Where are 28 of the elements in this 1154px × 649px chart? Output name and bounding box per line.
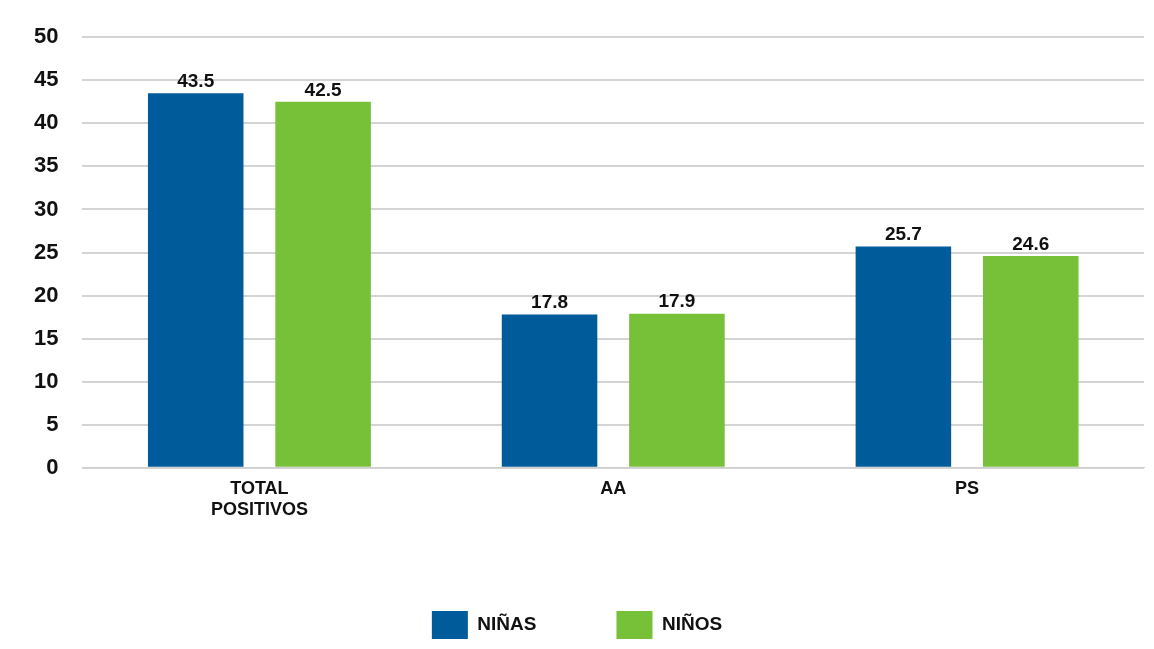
y-tick-label: 15 [33, 324, 59, 350]
y-tick-label: 40 [33, 109, 59, 135]
x-tick-label: TOTAL POSITIVOS [210, 477, 308, 520]
y-tick-label: 45 [33, 66, 59, 92]
legend-label: NIÑAS [477, 613, 537, 635]
legend-label: NIÑOS [661, 613, 723, 635]
x-tick-label: AA [600, 477, 627, 498]
y-tick-label: 20 [33, 281, 59, 307]
y-tick-label: 30 [33, 195, 59, 221]
data-label: 17.8 [531, 291, 569, 313]
data-label: 25.7 [884, 223, 922, 245]
bar [855, 246, 952, 467]
data-label: 24.6 [1012, 232, 1050, 254]
y-tick-label: 10 [33, 367, 59, 393]
y-tick-label: 35 [33, 152, 59, 178]
y-tick-label: 25 [33, 238, 59, 264]
bar [629, 313, 725, 467]
bar [983, 255, 1079, 467]
data-label: 17.9 [658, 290, 696, 312]
data-label: 42.5 [304, 78, 342, 100]
y-tick-label: 5 [46, 410, 59, 436]
y-tick-label: 50 [33, 23, 59, 49]
data-label: 43.5 [177, 69, 215, 91]
y-tick-label: 0 [46, 453, 59, 479]
bar [501, 314, 598, 467]
bar [275, 101, 371, 467]
bar [147, 93, 244, 467]
x-tick-label: PS [955, 477, 980, 498]
